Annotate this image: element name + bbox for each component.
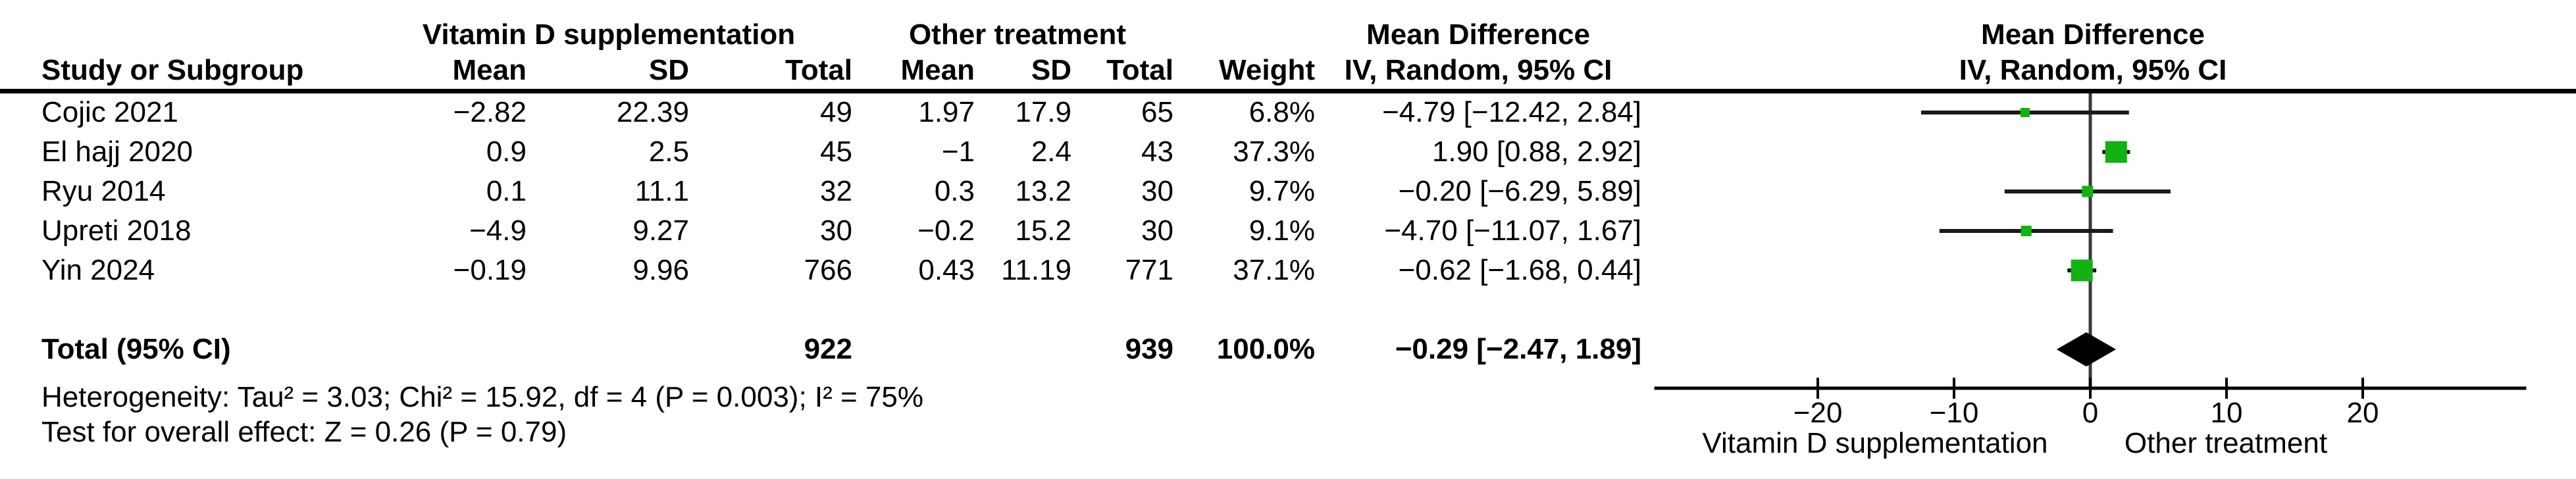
heterogeneity-stats: Heterogeneity: Tau² = 3.03; Chi² = 15.92…	[41, 381, 923, 413]
cell-mean-control: 0.43	[918, 254, 975, 286]
cell-sd-experimental: 9.96	[632, 254, 689, 286]
cell-total-experimental: 766	[804, 254, 852, 286]
cell-total-experimental: 30	[820, 214, 852, 247]
x-axis-tick	[1816, 378, 1819, 399]
cell-mean-control: 1.97	[918, 96, 975, 128]
cell-mean-control: −0.2	[917, 214, 975, 247]
cell-sd-control: 13.2	[1015, 175, 1071, 207]
x-axis-tick	[2089, 378, 2092, 399]
cell-study: Ryu 2014	[41, 175, 166, 207]
cell-ci-text: −0.20 [−6.29, 5.89]	[1398, 175, 1641, 207]
cell-sd-control: 15.2	[1015, 214, 1071, 247]
effect-square-marker	[2082, 186, 2094, 197]
cell-total-experimental: 45	[820, 136, 852, 168]
cell-total-control: 65	[1141, 96, 1173, 128]
cell-study: Upreti 2018	[41, 214, 192, 247]
cell-weight: 100.0%	[1216, 333, 1315, 365]
cell-sd-experimental: 9.27	[632, 214, 689, 247]
col-header-weight: Weight	[1219, 54, 1315, 86]
cell-mean-experimental: −4.9	[469, 214, 527, 247]
x-axis-tick	[2225, 378, 2228, 399]
cell-mean-control: 0.3	[934, 175, 975, 207]
cell-total-experimental: 49	[820, 96, 852, 128]
cell-mean-control: −1	[941, 136, 975, 168]
cell-study: Cojic 2021	[41, 96, 178, 128]
cell-sd-experimental: 2.5	[648, 136, 689, 168]
cell-total-control: 771	[1125, 254, 1173, 286]
effect-header-plot-column: Mean Difference	[1981, 18, 2205, 51]
cell-total-experimental: 922	[804, 333, 852, 365]
axis-label-favours-control: Other treatment	[2125, 427, 2327, 459]
effect-square-marker	[2021, 226, 2032, 236]
cell-sd-control: 2.4	[1031, 136, 1071, 168]
x-axis-tick	[1953, 378, 1955, 399]
cell-total-control: 30	[1141, 214, 1173, 247]
cell-sd-control: 17.9	[1015, 96, 1071, 128]
cell-ci-text: −0.62 [−1.68, 0.44]	[1398, 254, 1641, 286]
cell-total-control: 939	[1125, 333, 1173, 365]
pooled-effect-diamond	[2056, 332, 2117, 366]
cell-ci-text: −4.70 [−11.07, 1.67]	[1384, 214, 1641, 247]
cell-ci-text: −4.79 [−12.42, 2.84]	[1382, 96, 1641, 128]
cell-total-experimental: 32	[820, 175, 852, 207]
cell-mean-experimental: 0.1	[486, 175, 527, 207]
col-header-ci-text: IV, Random, 95% CI	[1344, 54, 1612, 86]
axis-label-favours-experimental: Vitamin D supplementation	[1702, 427, 2048, 459]
header-separator-line	[0, 89, 2576, 93]
cell-ci-text: −0.29 [−2.47, 1.89]	[1395, 333, 1641, 365]
zero-effect-line	[2088, 93, 2092, 388]
cell-study: Total (95% CI)	[41, 333, 231, 365]
group-header-experimental: Vitamin D supplementation	[422, 18, 796, 51]
cell-total-control: 30	[1141, 175, 1173, 207]
effect-header-text-column: Mean Difference	[1366, 18, 1590, 51]
overall-effect-test: Test for overall effect: Z = 0.26 (P = 0…	[41, 416, 567, 448]
cell-weight: 6.8%	[1249, 96, 1315, 128]
x-axis-tick-label: 0	[2082, 397, 2098, 429]
x-axis-tick-label: −20	[1793, 397, 1843, 429]
effect-square-marker	[2071, 259, 2093, 282]
cell-sd-control: 11.19	[1001, 254, 1071, 286]
cell-weight: 37.3%	[1233, 136, 1315, 168]
col-header-sd-control: SD	[1031, 54, 1071, 86]
cell-mean-experimental: −0.19	[453, 254, 527, 286]
col-header-mean-experimental: Mean	[452, 54, 527, 86]
cell-sd-experimental: 22.39	[616, 96, 689, 128]
cell-sd-experimental: 11.1	[634, 175, 689, 207]
x-axis-tick-label: 20	[2347, 397, 2379, 429]
x-axis-tick	[2361, 378, 2364, 399]
col-header-ci-plot: IV, Random, 95% CI	[1959, 54, 2227, 86]
cell-weight: 9.1%	[1249, 214, 1315, 247]
effect-square-marker	[2105, 141, 2127, 163]
effect-square-marker	[2020, 108, 2030, 117]
col-header-total-control: Total	[1106, 54, 1173, 86]
cell-total-control: 43	[1141, 136, 1173, 168]
cell-study: El hajj 2020	[41, 136, 193, 168]
cell-study: Yin 2024	[41, 254, 155, 286]
col-header-total-experimental: Total	[785, 54, 852, 86]
x-axis-tick-label: −10	[1930, 397, 1979, 429]
col-header-sd-experimental: SD	[648, 54, 689, 86]
cell-mean-experimental: 0.9	[486, 136, 527, 168]
cell-weight: 9.7%	[1249, 175, 1315, 207]
cell-mean-experimental: −2.82	[453, 96, 527, 128]
cell-weight: 37.1%	[1233, 254, 1315, 286]
cell-ci-text: 1.90 [0.88, 2.92]	[1431, 136, 1641, 168]
col-header-study: Study or Subgroup	[41, 54, 304, 86]
group-header-control: Other treatment	[908, 18, 1127, 51]
x-axis-tick-label: 10	[2211, 397, 2243, 429]
col-header-mean-control: Mean	[900, 54, 975, 86]
